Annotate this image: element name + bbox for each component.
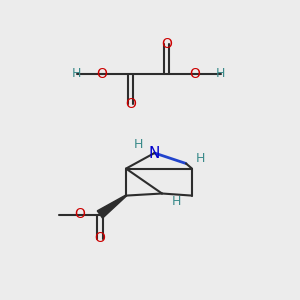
Text: O: O [190, 67, 200, 80]
Text: H: H [134, 138, 143, 151]
Text: H: H [72, 67, 81, 80]
Text: H: H [196, 152, 205, 165]
Text: O: O [97, 67, 107, 80]
Text: O: O [125, 97, 136, 110]
Text: H: H [172, 195, 181, 208]
Text: O: O [74, 208, 85, 221]
Text: H: H [216, 67, 225, 80]
Text: N: N [149, 146, 160, 160]
Polygon shape [97, 195, 126, 218]
Text: O: O [94, 232, 105, 245]
Text: O: O [161, 37, 172, 50]
